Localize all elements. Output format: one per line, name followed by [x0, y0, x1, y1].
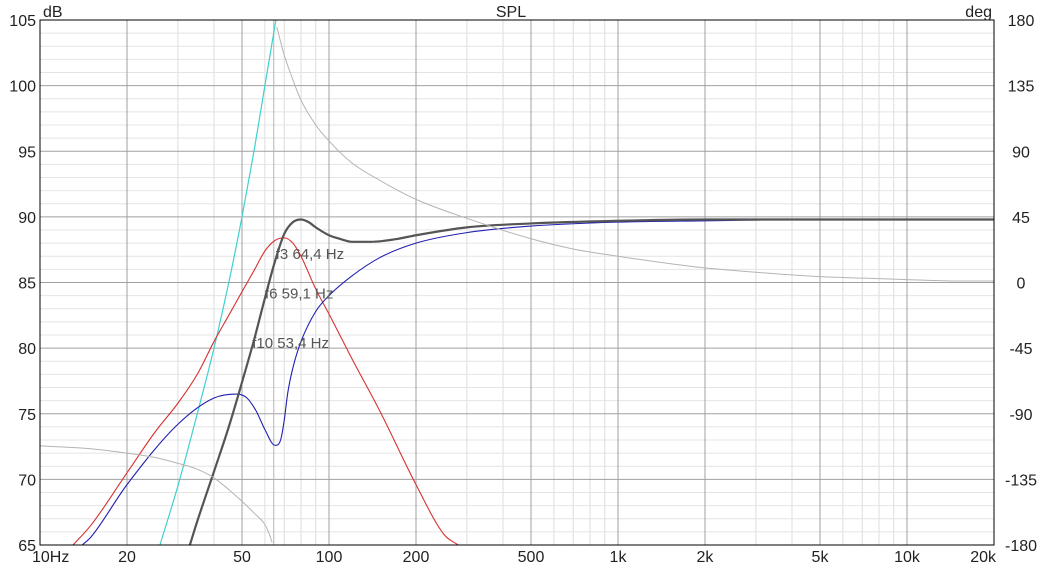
x-tick-label: 5k [812, 549, 830, 566]
y2-tick-label: -180 [1005, 538, 1037, 555]
y2-tick-label: 45 [1012, 210, 1030, 227]
y-tick-labels: 65 70 75 80 85 90 95 100 105 [9, 13, 36, 555]
frequency-annotation: f6 59,1 Hz [265, 285, 333, 302]
x-tick-label: 20 [118, 549, 136, 566]
series-line-phase [40, 445, 273, 543]
chart-title: SPL [496, 4, 526, 21]
y-axis-label: dB [43, 4, 63, 21]
y2-tick-label: 180 [1008, 13, 1035, 30]
x-tick-label: 500 [518, 549, 545, 566]
y2-tick-label: -90 [1009, 407, 1032, 424]
series-line-cyan [159, 20, 277, 545]
x-tick-label: 10k [894, 549, 921, 566]
series-line-red [72, 237, 459, 545]
y2-tick-label: 135 [1008, 79, 1035, 96]
frequency-annotation: f3 64,4 Hz [276, 246, 344, 263]
annotations: f3 64,4 Hz f6 59,1 Hz f10 53,4 Hz [252, 246, 344, 352]
y-tick-label: 65 [18, 538, 36, 555]
series-group [40, 20, 994, 545]
y2-tick-label: -45 [1009, 341, 1032, 358]
x-tick-label: 100 [316, 549, 343, 566]
x-tick-label: 1k [610, 549, 628, 566]
y-tick-label: 90 [18, 210, 36, 227]
y-tick-label: 105 [9, 13, 36, 30]
series-line-blue [81, 218, 994, 545]
x-tick-label: 2k [697, 549, 715, 566]
x-tick-label: 20k [970, 549, 997, 566]
x-tick-label: 200 [403, 549, 430, 566]
x-tick-label: 50 [233, 549, 251, 566]
y-tick-label: 95 [18, 144, 36, 161]
y2-tick-label: 90 [1012, 144, 1030, 161]
x-tick-labels: 10Hz 20 50 100 200 500 1k 2k 5k 10k 20k [32, 549, 997, 566]
y-tick-label: 80 [18, 341, 36, 358]
series-line-total [188, 218, 994, 545]
y-tick-label: 75 [18, 407, 36, 424]
y2-tick-labels: -180 -135 -90 -45 0 45 90 135 180 [1005, 13, 1037, 555]
y2-tick-label: -135 [1005, 472, 1037, 489]
y2-axis-label: deg [965, 4, 992, 21]
series-line-phase [276, 26, 994, 282]
y-tick-label: 70 [18, 472, 36, 489]
y2-tick-label: 0 [1017, 276, 1026, 293]
x-tick-label: 10Hz [32, 549, 69, 566]
frequency-annotation: f10 53,4 Hz [252, 335, 329, 352]
plot-frame [39, 19, 995, 546]
y-tick-label: 100 [9, 79, 36, 96]
y-tick-label: 85 [18, 276, 36, 293]
